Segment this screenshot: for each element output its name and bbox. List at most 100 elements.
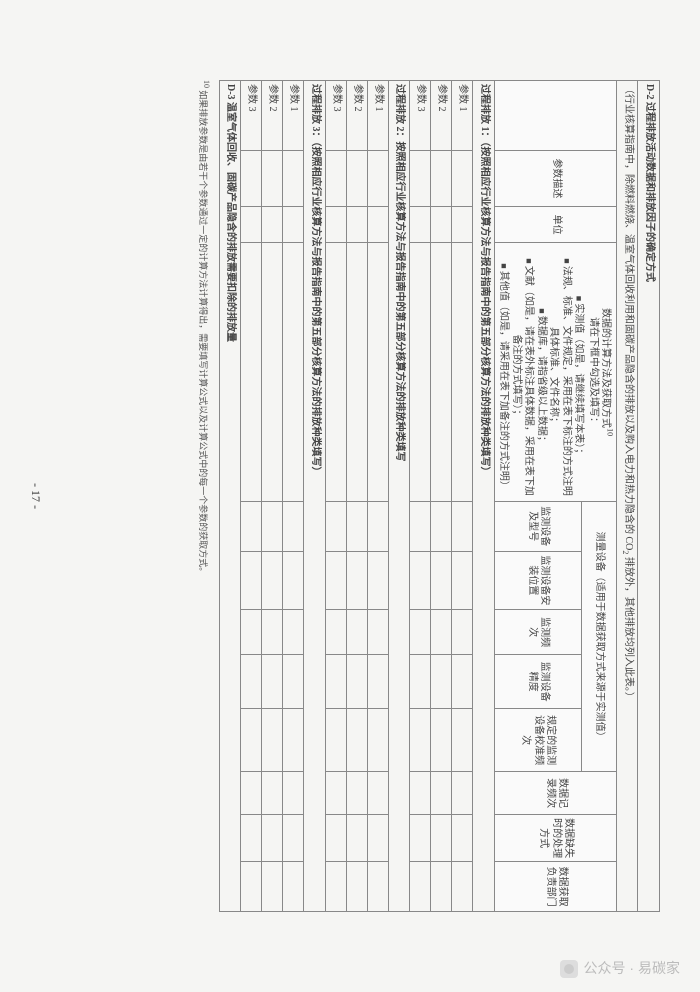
cell xyxy=(452,207,473,243)
col-measure-group: 测量设备（适用于数据获取方式来源于实测值） xyxy=(581,502,617,772)
cell xyxy=(241,207,262,243)
col-calib-freq: 规定的监测设备校准频次 xyxy=(494,709,581,772)
cell xyxy=(283,655,304,709)
col-unit: 单位 xyxy=(494,207,617,243)
cell xyxy=(452,502,473,552)
d2-subtitle-prefix: （行业核算指南中，除燃料燃烧、温室气体回收利用和固碳产品隐含的排放以及购入电力和… xyxy=(624,84,635,550)
cell xyxy=(346,814,367,861)
cell xyxy=(325,772,346,815)
cell xyxy=(346,655,367,709)
cell xyxy=(410,709,431,772)
block3-title-row: 过程排放 3：（按照相应行业核算方法与报告指南中的第五部分核算方法的排放种类填写… xyxy=(304,81,326,912)
cell xyxy=(262,709,283,772)
block1-title-row: 过程排放 1：（按照相应行业核算方法与报告指南中的第五部分核算方法的排放种类填写… xyxy=(473,81,495,912)
cell xyxy=(283,207,304,243)
cell xyxy=(241,655,262,709)
cell xyxy=(241,243,262,502)
cell xyxy=(283,551,304,610)
cell xyxy=(262,862,283,912)
d2-heading: D-2 过程排放活动数据和排放因子的确定方式 xyxy=(638,81,660,912)
cell xyxy=(431,655,452,709)
page-container: D-2 过程排放活动数据和排放因子的确定方式 （行业核算指南中，除燃料燃烧、温室… xyxy=(0,0,700,992)
col-param-desc: 参数描述 xyxy=(494,150,617,206)
cell xyxy=(367,243,388,502)
cell xyxy=(325,709,346,772)
cell xyxy=(241,814,262,861)
cell xyxy=(325,862,346,912)
table-row: 参数 3 xyxy=(241,81,262,912)
cell xyxy=(431,502,452,552)
cell xyxy=(283,243,304,502)
d3-heading-row: D-3 温室气体回收、固碳产品隐含的排放需要扣除的排放量 xyxy=(219,81,241,912)
col-device-model: 监测设备及型号 xyxy=(494,502,581,552)
d2-heading-row: D-2 过程排放活动数据和排放因子的确定方式 xyxy=(638,81,660,912)
cell xyxy=(283,709,304,772)
method-item: 其他值（如是，请采用在表下加备注的方式注明） xyxy=(497,256,510,498)
cell xyxy=(346,709,367,772)
cell xyxy=(241,772,262,815)
table-row: 参数 1 xyxy=(452,81,473,912)
cell xyxy=(431,862,452,912)
cell xyxy=(410,814,431,861)
cell xyxy=(410,243,431,502)
d2-subtitle-row: （行业核算指南中，除燃料燃烧、温室气体回收利用和固碳产品隐含的排放以及购入电力和… xyxy=(617,81,638,912)
cell xyxy=(431,551,452,610)
cell xyxy=(367,207,388,243)
cell xyxy=(367,610,388,655)
footnote-sup: 10 xyxy=(202,80,211,88)
cell xyxy=(262,150,283,206)
cell xyxy=(325,150,346,206)
cell xyxy=(452,551,473,610)
page-number: - 17 - xyxy=(28,0,43,992)
cell xyxy=(325,655,346,709)
cell xyxy=(367,551,388,610)
table-row: 参数 3 xyxy=(325,81,346,912)
table-row: 参数 3 xyxy=(410,81,431,912)
cell xyxy=(410,610,431,655)
cell xyxy=(241,150,262,206)
d2-subtitle: （行业核算指南中，除燃料燃烧、温室气体回收利用和固碳产品隐含的排放以及购入电力和… xyxy=(617,81,638,912)
cell xyxy=(367,814,388,861)
cell xyxy=(452,610,473,655)
cell xyxy=(241,502,262,552)
cell xyxy=(431,243,452,502)
param-label: 参数 2 xyxy=(262,81,283,151)
footnote-text: 如果排放参数是由若干个参数通过一定的计算方法计算得出，需要填写计算公式以及计算公… xyxy=(198,90,208,576)
cell xyxy=(241,610,262,655)
cell xyxy=(325,814,346,861)
table-row: 参数 2 xyxy=(346,81,367,912)
cell xyxy=(431,814,452,861)
param-label: 参数 1 xyxy=(283,81,304,151)
cell xyxy=(262,551,283,610)
watermark: 公众号 · 易碳家 xyxy=(560,958,680,978)
header-row-1: 参数描述 单位 数据的计算方法及获取方式10 请在下框中勾选及填写： 实测值（如… xyxy=(581,81,617,912)
cell xyxy=(410,655,431,709)
col-responsible-dept: 数据获取负责部门 xyxy=(494,862,617,912)
param-label: 参数 2 xyxy=(431,81,452,151)
cell xyxy=(241,709,262,772)
col-device-precision: 监测设备精度 xyxy=(494,655,581,709)
cell xyxy=(262,814,283,861)
footnote: 10 如果排放参数是由若干个参数通过一定的计算方法计算得出，需要填写计算公式以及… xyxy=(196,80,211,912)
method-item: 数据库，请指省级以上数据； xyxy=(534,256,547,498)
table-row: 参数 2 xyxy=(431,81,452,912)
cell xyxy=(325,610,346,655)
cell xyxy=(410,772,431,815)
cell xyxy=(283,150,304,206)
col-monitor-freq: 监测频次 xyxy=(494,610,581,655)
method-intro: 请在下框中勾选及填写： xyxy=(588,317,599,427)
col-missing-handling: 数据缺失时的处理方式 xyxy=(494,814,617,861)
cell xyxy=(283,814,304,861)
cell xyxy=(283,862,304,912)
cell xyxy=(452,772,473,815)
block3-title: 过程排放 3：（按照相应行业核算方法与报告指南中的第五部分核算方法的排放种类填写… xyxy=(304,81,326,912)
cell xyxy=(431,709,452,772)
cell xyxy=(410,207,431,243)
param-label: 参数 3 xyxy=(241,81,262,151)
method-item: 实测值（如是，请继续填写本表）； xyxy=(572,256,585,498)
col-method: 数据的计算方法及获取方式10 请在下框中勾选及填写： 实测值（如是，请继续填写本… xyxy=(494,243,617,502)
block2-title: 过程排放 2：按照相应行业核算方法与报告指南中的第五部分核算方法的排放种类填写 xyxy=(388,81,410,912)
block2-title-row: 过程排放 2：按照相应行业核算方法与报告指南中的第五部分核算方法的排放种类填写 xyxy=(388,81,410,912)
cell xyxy=(262,207,283,243)
block1-title: 过程排放 1：（按照相应行业核算方法与报告指南中的第五部分核算方法的排放种类填写… xyxy=(473,81,495,912)
